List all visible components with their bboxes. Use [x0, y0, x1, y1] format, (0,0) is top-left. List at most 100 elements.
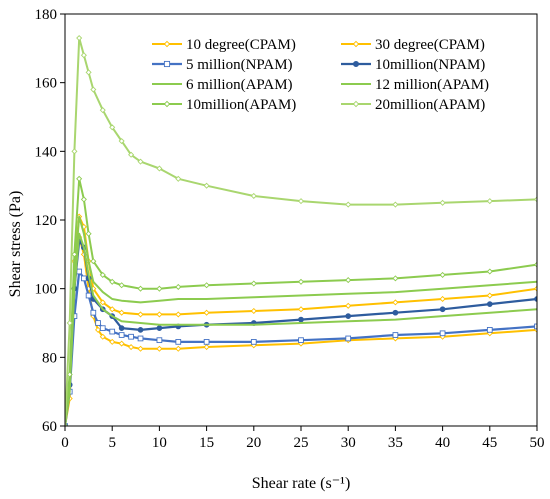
series-layer [65, 34, 537, 426]
legend-label: 5 million(NPAM) [186, 57, 293, 73]
data-point [352, 40, 360, 48]
y-tick-label: 160 [35, 76, 58, 92]
data-point [109, 328, 116, 335]
x-axis-title: Shear rate (s⁻¹) [252, 475, 351, 492]
y-tick-label: 100 [35, 282, 58, 298]
data-point [486, 327, 493, 333]
data-point [175, 283, 182, 290]
legend: 10 degree(CPAM) 30 degree(CPAM) 5 million(… [152, 37, 489, 113]
data-point [80, 52, 87, 59]
data-point [76, 175, 83, 182]
series-6 [65, 175, 537, 426]
data-point [250, 307, 257, 315]
data-point [297, 198, 305, 205]
data-point [175, 311, 182, 318]
data-point [533, 285, 537, 292]
data-point [76, 34, 83, 42]
data-point [71, 251, 78, 258]
data-point [85, 292, 92, 299]
data-point [345, 277, 352, 284]
data-point [175, 345, 182, 352]
data-point [66, 319, 73, 327]
x-tick-label: 40 [435, 435, 450, 451]
series-line [65, 232, 537, 426]
data-point [99, 107, 106, 114]
data-point [156, 337, 163, 344]
data-point [163, 60, 171, 68]
data-point [203, 182, 210, 189]
data-point [175, 175, 182, 182]
data-point [99, 299, 106, 306]
data-point [175, 339, 182, 345]
data-point [392, 332, 399, 338]
x-tick-label: 35 [388, 435, 403, 451]
series-line [65, 37, 537, 426]
data-point [137, 311, 144, 318]
data-point [137, 158, 144, 165]
data-point [109, 338, 116, 345]
data-point [128, 343, 135, 351]
data-point [65, 422, 69, 426]
data-point [156, 325, 163, 332]
data-point [439, 306, 446, 313]
data-point [439, 330, 446, 337]
y-tick-label: 120 [35, 213, 58, 229]
x-tick-label: 25 [294, 435, 309, 451]
data-point [533, 196, 537, 203]
data-point [203, 309, 210, 316]
x-tick-label: 45 [482, 435, 497, 451]
data-point [99, 325, 106, 332]
data-point [109, 278, 116, 285]
data-point [392, 201, 399, 208]
data-point [118, 282, 125, 289]
data-point [85, 69, 92, 76]
data-point [128, 333, 134, 340]
x-tick-label: 5 [108, 435, 116, 451]
data-point [95, 320, 101, 326]
data-point [392, 299, 399, 306]
y-tick-label: 140 [35, 144, 58, 160]
data-point [156, 165, 163, 172]
data-point [298, 337, 304, 344]
data-point [80, 196, 87, 203]
data-point [486, 198, 493, 205]
data-point [533, 261, 537, 268]
legend-label: 20million(APAM) [375, 97, 485, 113]
data-point [250, 339, 257, 345]
data-point [85, 230, 92, 237]
data-point [163, 100, 171, 108]
y-tick-label: 80 [42, 350, 57, 366]
data-point [156, 311, 163, 318]
x-tick-label: 10 [152, 435, 167, 451]
data-point [137, 345, 144, 352]
data-point [118, 325, 125, 332]
data-point [109, 306, 116, 313]
data-point [95, 326, 102, 333]
data-point [297, 306, 305, 313]
data-point [439, 295, 446, 303]
legend-label: 10million(APAM) [186, 97, 296, 113]
legend-label: 10million(NPAM) [375, 57, 485, 73]
x-tick-label: 20 [246, 435, 261, 451]
data-point [486, 292, 493, 299]
data-point [392, 309, 399, 316]
data-point [90, 86, 97, 93]
data-point [118, 332, 125, 338]
x-tick-label: 15 [199, 435, 214, 451]
legend-label: 30 degree(CPAM) [375, 37, 485, 53]
data-point [345, 313, 352, 319]
y-axis-title: Shear stress (Pa) [7, 191, 24, 298]
data-point [486, 301, 493, 307]
data-point [345, 302, 352, 309]
data-point [137, 285, 144, 292]
data-point [352, 60, 360, 68]
data-point [486, 268, 493, 275]
data-point [163, 40, 171, 48]
data-point [352, 100, 360, 108]
data-point [99, 271, 106, 278]
x-tick-label: 0 [61, 435, 69, 451]
data-point [156, 345, 163, 352]
series-4 [65, 232, 537, 426]
data-point [156, 285, 163, 292]
